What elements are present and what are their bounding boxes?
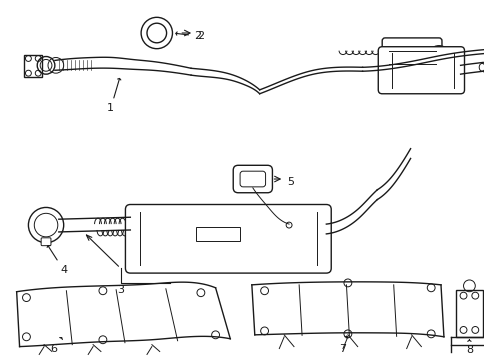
Text: 8: 8 [465,340,472,355]
Text: 2: 2 [176,31,201,41]
Text: 1: 1 [107,78,121,113]
Text: 3: 3 [117,285,124,295]
Text: 2: 2 [197,31,203,41]
FancyBboxPatch shape [382,38,441,78]
FancyBboxPatch shape [378,47,464,94]
FancyBboxPatch shape [233,165,272,193]
Text: 5: 5 [286,177,293,187]
Text: 4: 4 [47,246,67,275]
Text: 7: 7 [339,336,347,354]
FancyBboxPatch shape [125,204,330,273]
FancyBboxPatch shape [240,171,265,187]
Text: 6: 6 [50,338,62,354]
FancyBboxPatch shape [41,238,51,246]
